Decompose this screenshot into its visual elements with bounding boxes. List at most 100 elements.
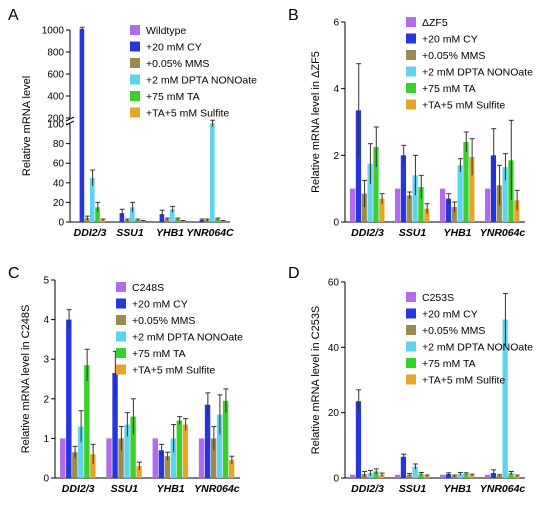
bar-2-6 xyxy=(424,208,430,222)
bar-3-3 xyxy=(451,476,457,478)
x-tick-label: DDI2/3 xyxy=(62,483,95,495)
legend-label: +20 mM CY xyxy=(132,299,188,311)
legend-swatch xyxy=(406,17,416,27)
y-tick-label: 60 xyxy=(328,278,340,289)
legend-swatch xyxy=(406,292,416,302)
bar-1-1 xyxy=(60,438,66,478)
x-tick-label: YNR064c xyxy=(480,483,526,495)
bar-3-6 xyxy=(469,475,475,478)
bar-3-1 xyxy=(439,188,446,222)
x-tick-label: YHB1 xyxy=(443,227,471,239)
bar-2-6 xyxy=(424,476,430,478)
y-axis-label: Relative mRNA level in C248S xyxy=(20,305,32,454)
legend-label: +75 mM TA xyxy=(132,348,186,360)
y-axis-label: Relative mRNA level xyxy=(21,76,33,176)
bar-4-1 xyxy=(198,438,205,478)
bar-2-5 xyxy=(418,187,424,222)
bar-3-4 xyxy=(170,438,177,478)
legend-label: +0.05% MMS xyxy=(422,50,485,62)
x-tick-label: YHB1 xyxy=(157,483,185,495)
bar-4-6 xyxy=(228,460,235,478)
bar-1-1 xyxy=(349,188,356,222)
legend-swatch xyxy=(116,331,126,342)
legend-swatch xyxy=(130,41,140,52)
legend-swatch xyxy=(406,83,416,93)
bar-2-2 xyxy=(112,373,118,478)
bar-1-5 xyxy=(373,147,379,222)
panel-label: B xyxy=(288,7,299,24)
legend-label: +2 mM DPTA NONOate xyxy=(422,342,533,354)
x-tick-label: DDI2/3 xyxy=(74,227,107,239)
legend-label: +20 mM CY xyxy=(422,309,478,321)
bar-2-5 xyxy=(418,473,424,478)
bar-1-3 xyxy=(72,452,78,478)
legend-label: +2 mM DPTA NONOate xyxy=(146,75,257,87)
y-tick-label: 4 xyxy=(333,84,339,95)
bar-1-6 xyxy=(379,198,385,222)
legend-swatch xyxy=(406,33,416,44)
bar-3-6 xyxy=(182,424,189,478)
bar-2-1 xyxy=(394,188,401,222)
legend-label: +0.05% MMS xyxy=(132,315,195,327)
bar-4-4 xyxy=(210,123,215,222)
bar-2-1 xyxy=(106,438,112,478)
legend-label: ΔZF5 xyxy=(422,17,448,29)
legend-label: +2 mM DPTA NONOate xyxy=(132,332,243,344)
bar-3-3 xyxy=(164,456,171,478)
y-tick-label: 5 xyxy=(43,276,49,287)
y-tick-label: 80 xyxy=(53,139,65,150)
legend-swatch xyxy=(116,315,126,325)
bar-4-2 xyxy=(490,155,497,222)
bar-3-2 xyxy=(158,450,165,478)
x-tick-label: SSU1 xyxy=(116,227,144,239)
x-tick-label: YNR064C xyxy=(186,227,234,239)
bar-1-5 xyxy=(95,207,100,222)
y-tick-label: 40 xyxy=(328,343,340,354)
y-tick-label: 0 xyxy=(43,474,49,485)
bar-3-2 xyxy=(445,474,452,478)
bar-3-1 xyxy=(154,221,159,222)
bar-1-4 xyxy=(90,177,95,222)
bar-4-6 xyxy=(514,476,520,478)
legend-swatch xyxy=(406,66,416,77)
bar-4-3 xyxy=(210,438,217,478)
y-tick-label: 400 xyxy=(47,92,64,103)
bar-4-4 xyxy=(502,167,508,222)
panel-label: A xyxy=(8,7,19,24)
bar-4-6 xyxy=(220,221,225,222)
x-tick-label: YHB1 xyxy=(156,227,184,239)
bar-1-2 xyxy=(66,319,72,478)
bar-2-1 xyxy=(394,474,401,478)
bar-3-5 xyxy=(463,473,469,478)
bar-4-5 xyxy=(215,219,220,222)
bar-3-4 xyxy=(170,209,175,222)
bar-1-3 xyxy=(361,193,367,222)
legend-swatch xyxy=(130,58,140,68)
legend-label: +75 mM TA xyxy=(422,83,476,95)
bar-4-1 xyxy=(194,221,199,222)
legend-swatch xyxy=(406,374,416,385)
bar-2-2 xyxy=(119,213,125,222)
bar-3-4 xyxy=(457,165,463,222)
bar-3-1 xyxy=(439,474,446,478)
bar-4-6 xyxy=(514,200,520,222)
axis-break-mark xyxy=(65,116,75,122)
bar-2-5 xyxy=(130,416,136,478)
x-tick-label: DDI2/3 xyxy=(351,227,384,239)
y-tick-label: 2 xyxy=(43,394,49,405)
legend-label: Wildtype xyxy=(146,25,186,37)
bar-3-6 xyxy=(469,157,475,222)
x-tick-label: YNR064c xyxy=(480,227,526,239)
bar-4-5 xyxy=(508,473,514,478)
legend-label: +TA+5 mM Sulfite xyxy=(146,108,229,120)
panel-label: D xyxy=(288,265,300,282)
y-tick-label: 1 xyxy=(43,434,49,445)
x-tick-label: SSU1 xyxy=(399,483,427,495)
y-tick-label: 40 xyxy=(53,178,65,189)
bar-1-4 xyxy=(367,163,373,222)
bar-3-5 xyxy=(175,219,180,222)
legend-label: +TA+5 mM Sulfite xyxy=(422,375,505,387)
bar-3-4 xyxy=(457,473,463,478)
legend-swatch xyxy=(130,74,140,85)
x-tick-label: DDI2/3 xyxy=(351,483,384,495)
